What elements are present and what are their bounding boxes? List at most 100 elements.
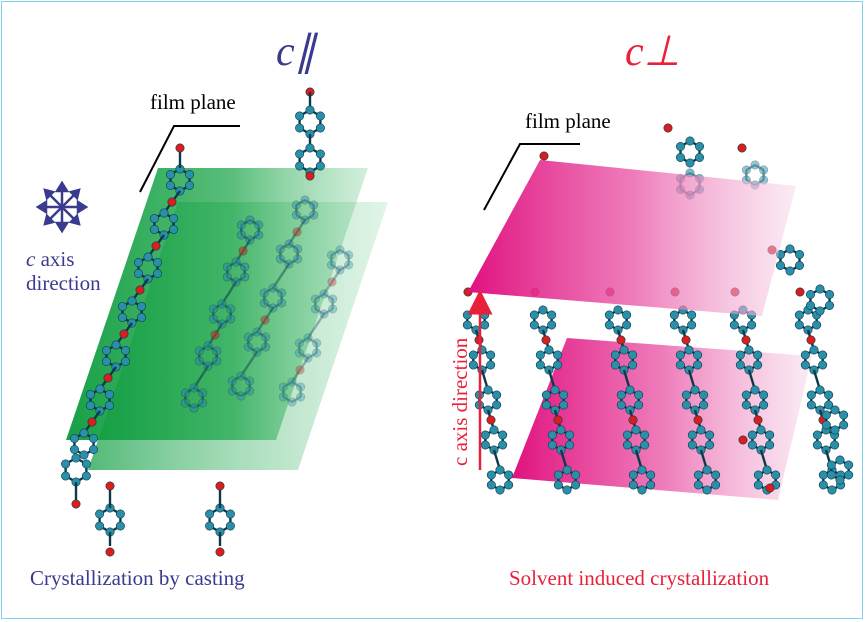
carbon-atom [117, 312, 127, 322]
bond [288, 257, 299, 266]
bond [307, 336, 318, 345]
carbon-atom [486, 360, 496, 370]
carbon-atom [529, 320, 539, 330]
carbon-atom [634, 400, 644, 410]
carbon-atom [480, 320, 490, 330]
carbon-atom [111, 340, 121, 350]
carbon-atom [89, 444, 99, 454]
film-plane-label-left: film plane [150, 90, 236, 114]
carbon-atom [309, 200, 319, 210]
axis-label-italic: c [26, 247, 36, 271]
carbon-atom [137, 312, 147, 322]
carbon-atom [547, 310, 557, 320]
carbon-atom [616, 390, 626, 400]
carbon-atom [277, 288, 287, 298]
carbon-atom [105, 400, 115, 410]
carbon-atom [254, 220, 264, 230]
carbon-atom [245, 376, 255, 386]
carbon-atom [628, 350, 638, 360]
carbon-atom [212, 346, 222, 356]
oxygen-atom [765, 483, 775, 493]
bond [282, 395, 293, 404]
carbon-atom [483, 385, 493, 395]
oxygen-atom [737, 143, 747, 153]
carbon-atom [825, 300, 835, 310]
carbon-atom [254, 230, 264, 240]
carbon-atom [240, 272, 250, 282]
carbon-atom [711, 470, 721, 480]
carbon-atom [319, 289, 329, 299]
carbon-atom [468, 360, 478, 370]
bond [298, 336, 309, 345]
carbon-atom [296, 392, 306, 402]
carbon-atom [305, 105, 315, 115]
oxygen-atom [628, 415, 638, 425]
carbon-atom [315, 161, 325, 171]
carbon-atom [696, 425, 706, 435]
carbon-atom [222, 262, 232, 272]
oxygen-atom [663, 123, 673, 133]
bond [231, 374, 242, 383]
carbon-atom [556, 425, 566, 435]
bond [247, 330, 258, 339]
axis-label-line2: direction [26, 271, 101, 295]
bond [282, 380, 293, 389]
carbon-atom [296, 382, 306, 392]
carbon-atom [165, 170, 175, 180]
carbon-atom [492, 400, 502, 410]
carbon-atom [492, 390, 502, 400]
carbon-atom [315, 123, 325, 133]
carbon-atom [571, 480, 581, 490]
carbon-atom [236, 391, 246, 401]
carbon-atom [553, 470, 563, 480]
carbon-atom [821, 410, 831, 420]
carbon-atom [800, 350, 810, 360]
carbon-atom [81, 459, 91, 469]
carbon-atom [753, 470, 763, 480]
bond [279, 242, 290, 251]
carbon-atom [741, 165, 751, 175]
left-panel [35, 87, 388, 557]
carbon-atom [498, 440, 508, 450]
carbon-atom [824, 400, 834, 410]
bond [272, 301, 283, 310]
carbon-atom [818, 350, 828, 360]
carbon-atom [498, 430, 508, 440]
carbon-atom [741, 390, 751, 400]
carbon-atom [259, 288, 269, 298]
bond [304, 213, 315, 222]
carbon-atom [309, 210, 319, 220]
bond [291, 395, 302, 404]
carbon-atom [79, 450, 89, 460]
carbon-atom [293, 244, 303, 254]
carbon-atom [687, 320, 697, 330]
carbon-atom [628, 470, 638, 480]
carbon-atom [705, 440, 715, 450]
carbon-atom [750, 385, 760, 395]
bond [272, 263, 290, 289]
carbon-atom [294, 348, 304, 358]
carbon-atom [805, 289, 815, 299]
bond [240, 351, 258, 377]
carbon-atom [295, 123, 305, 133]
carbon-atom [300, 215, 310, 225]
carbon-atom [310, 304, 320, 314]
carbon-atom [553, 480, 563, 490]
carbon-atom [559, 390, 569, 400]
carbon-atom [625, 385, 635, 395]
carbon-atom [486, 470, 496, 480]
carbon-atom [818, 470, 828, 480]
carbon-atom [268, 303, 278, 313]
carbon-atom [95, 521, 105, 531]
carbon-atom [208, 314, 218, 324]
oxygen-atom [295, 365, 305, 375]
pink-film-plane-upper [468, 160, 796, 316]
bond [263, 286, 274, 295]
oxygen-atom [753, 415, 763, 425]
carbon-atom [194, 356, 204, 366]
carbon-atom [303, 333, 313, 343]
carbon-atom [613, 305, 623, 315]
carbon-atom [547, 320, 557, 330]
oxygen-atom [806, 335, 816, 345]
bond [298, 351, 309, 360]
